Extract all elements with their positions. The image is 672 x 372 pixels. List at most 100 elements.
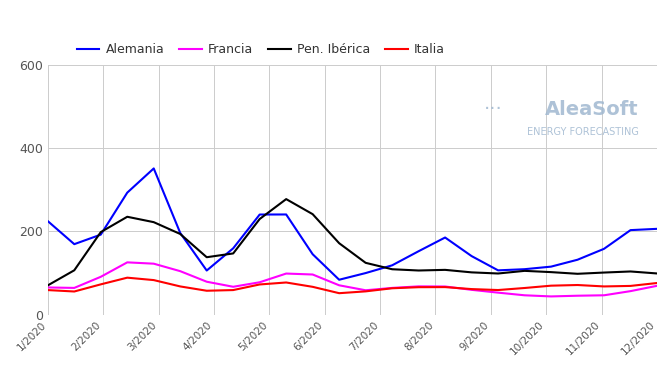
Italia bbox=[335, 291, 343, 295]
Francia bbox=[600, 293, 608, 298]
Pen. Ibérica bbox=[255, 217, 263, 221]
Pen. Ibérica bbox=[176, 232, 184, 236]
Italia bbox=[97, 282, 105, 286]
Pen. Ibérica bbox=[600, 270, 608, 275]
Pen. Ibérica bbox=[388, 267, 396, 272]
Text: AleaSoft: AleaSoft bbox=[545, 100, 638, 119]
Italia bbox=[600, 284, 608, 289]
Italia bbox=[441, 285, 449, 289]
Italia bbox=[71, 289, 79, 294]
Pen. Ibérica bbox=[97, 230, 105, 234]
Italia bbox=[494, 288, 502, 292]
Pen. Ibérica bbox=[521, 269, 529, 273]
Italia bbox=[150, 278, 158, 282]
Pen. Ibérica bbox=[573, 272, 581, 276]
Alemania bbox=[71, 242, 79, 246]
Alemania bbox=[494, 268, 502, 273]
Alemania bbox=[308, 252, 317, 256]
Francia bbox=[97, 275, 105, 279]
Pen. Ibérica bbox=[229, 251, 237, 256]
Pen. Ibérica bbox=[150, 220, 158, 224]
Italia bbox=[203, 289, 211, 293]
Francia bbox=[415, 284, 423, 289]
Francia bbox=[44, 285, 52, 290]
Pen. Ibérica bbox=[468, 270, 476, 275]
Alemania bbox=[388, 263, 396, 267]
Italia bbox=[44, 288, 52, 292]
Francia bbox=[441, 284, 449, 289]
Italia bbox=[123, 275, 131, 280]
Pen. Ibérica bbox=[123, 215, 131, 219]
Pen. Ibérica bbox=[282, 197, 290, 201]
Italia bbox=[626, 284, 634, 288]
Francia bbox=[494, 291, 502, 295]
Italia bbox=[176, 284, 184, 289]
Alemania bbox=[176, 231, 184, 235]
Francia bbox=[362, 288, 370, 292]
Pen. Ibérica bbox=[415, 268, 423, 273]
Text: ···: ··· bbox=[483, 100, 502, 119]
Francia bbox=[229, 285, 237, 289]
Italia bbox=[547, 283, 555, 288]
Italia bbox=[282, 280, 290, 285]
Italia bbox=[229, 288, 237, 292]
Francia bbox=[150, 262, 158, 266]
Pen. Ibérica bbox=[362, 261, 370, 265]
Francia bbox=[255, 280, 263, 285]
Alemania bbox=[468, 254, 476, 258]
Alemania bbox=[521, 267, 529, 272]
Line: Francia: Francia bbox=[48, 262, 657, 296]
Pen. Ibérica bbox=[547, 270, 555, 275]
Pen. Ibérica bbox=[71, 268, 79, 273]
Alemania bbox=[335, 278, 343, 282]
Italia bbox=[362, 289, 370, 294]
Legend: Alemania, Francia, Pen. Ibérica, Italia: Alemania, Francia, Pen. Ibérica, Italia bbox=[72, 38, 450, 61]
Alemania bbox=[44, 219, 52, 223]
Francia bbox=[203, 279, 211, 284]
Alemania bbox=[573, 257, 581, 262]
Pen. Ibérica bbox=[494, 271, 502, 276]
Line: Italia: Italia bbox=[48, 278, 657, 293]
Alemania bbox=[441, 235, 449, 240]
Italia bbox=[415, 285, 423, 289]
Italia bbox=[573, 283, 581, 287]
Francia bbox=[335, 283, 343, 288]
Italia bbox=[308, 285, 317, 289]
Francia bbox=[308, 272, 317, 277]
Alemania bbox=[362, 271, 370, 275]
Italia bbox=[388, 286, 396, 291]
Alemania bbox=[282, 212, 290, 217]
Francia bbox=[547, 294, 555, 299]
Alemania bbox=[150, 166, 158, 171]
Francia bbox=[626, 289, 634, 294]
Alemania bbox=[653, 227, 661, 231]
Francia bbox=[176, 269, 184, 273]
Alemania bbox=[415, 249, 423, 253]
Line: Alemania: Alemania bbox=[48, 169, 657, 280]
Alemania bbox=[203, 268, 211, 273]
Francia bbox=[123, 260, 131, 264]
Pen. Ibérica bbox=[626, 269, 634, 274]
Pen. Ibérica bbox=[653, 271, 661, 276]
Alemania bbox=[626, 228, 634, 232]
Pen. Ibérica bbox=[441, 267, 449, 272]
Alemania bbox=[97, 232, 105, 237]
Alemania bbox=[255, 212, 263, 217]
Italia bbox=[255, 282, 263, 287]
Italia bbox=[653, 281, 661, 285]
Francia bbox=[282, 271, 290, 276]
Line: Pen. Ibérica: Pen. Ibérica bbox=[48, 199, 657, 285]
Alemania bbox=[229, 246, 237, 251]
Italia bbox=[468, 287, 476, 291]
Alemania bbox=[600, 247, 608, 251]
Francia bbox=[468, 288, 476, 292]
Alemania bbox=[547, 264, 555, 269]
Francia bbox=[653, 283, 661, 288]
Alemania bbox=[123, 190, 131, 195]
Text: ENERGY FORECASTING: ENERGY FORECASTING bbox=[527, 127, 638, 137]
Pen. Ibérica bbox=[335, 241, 343, 246]
Francia bbox=[71, 286, 79, 290]
Pen. Ibérica bbox=[44, 283, 52, 288]
Francia bbox=[521, 293, 529, 298]
Italia bbox=[521, 286, 529, 290]
